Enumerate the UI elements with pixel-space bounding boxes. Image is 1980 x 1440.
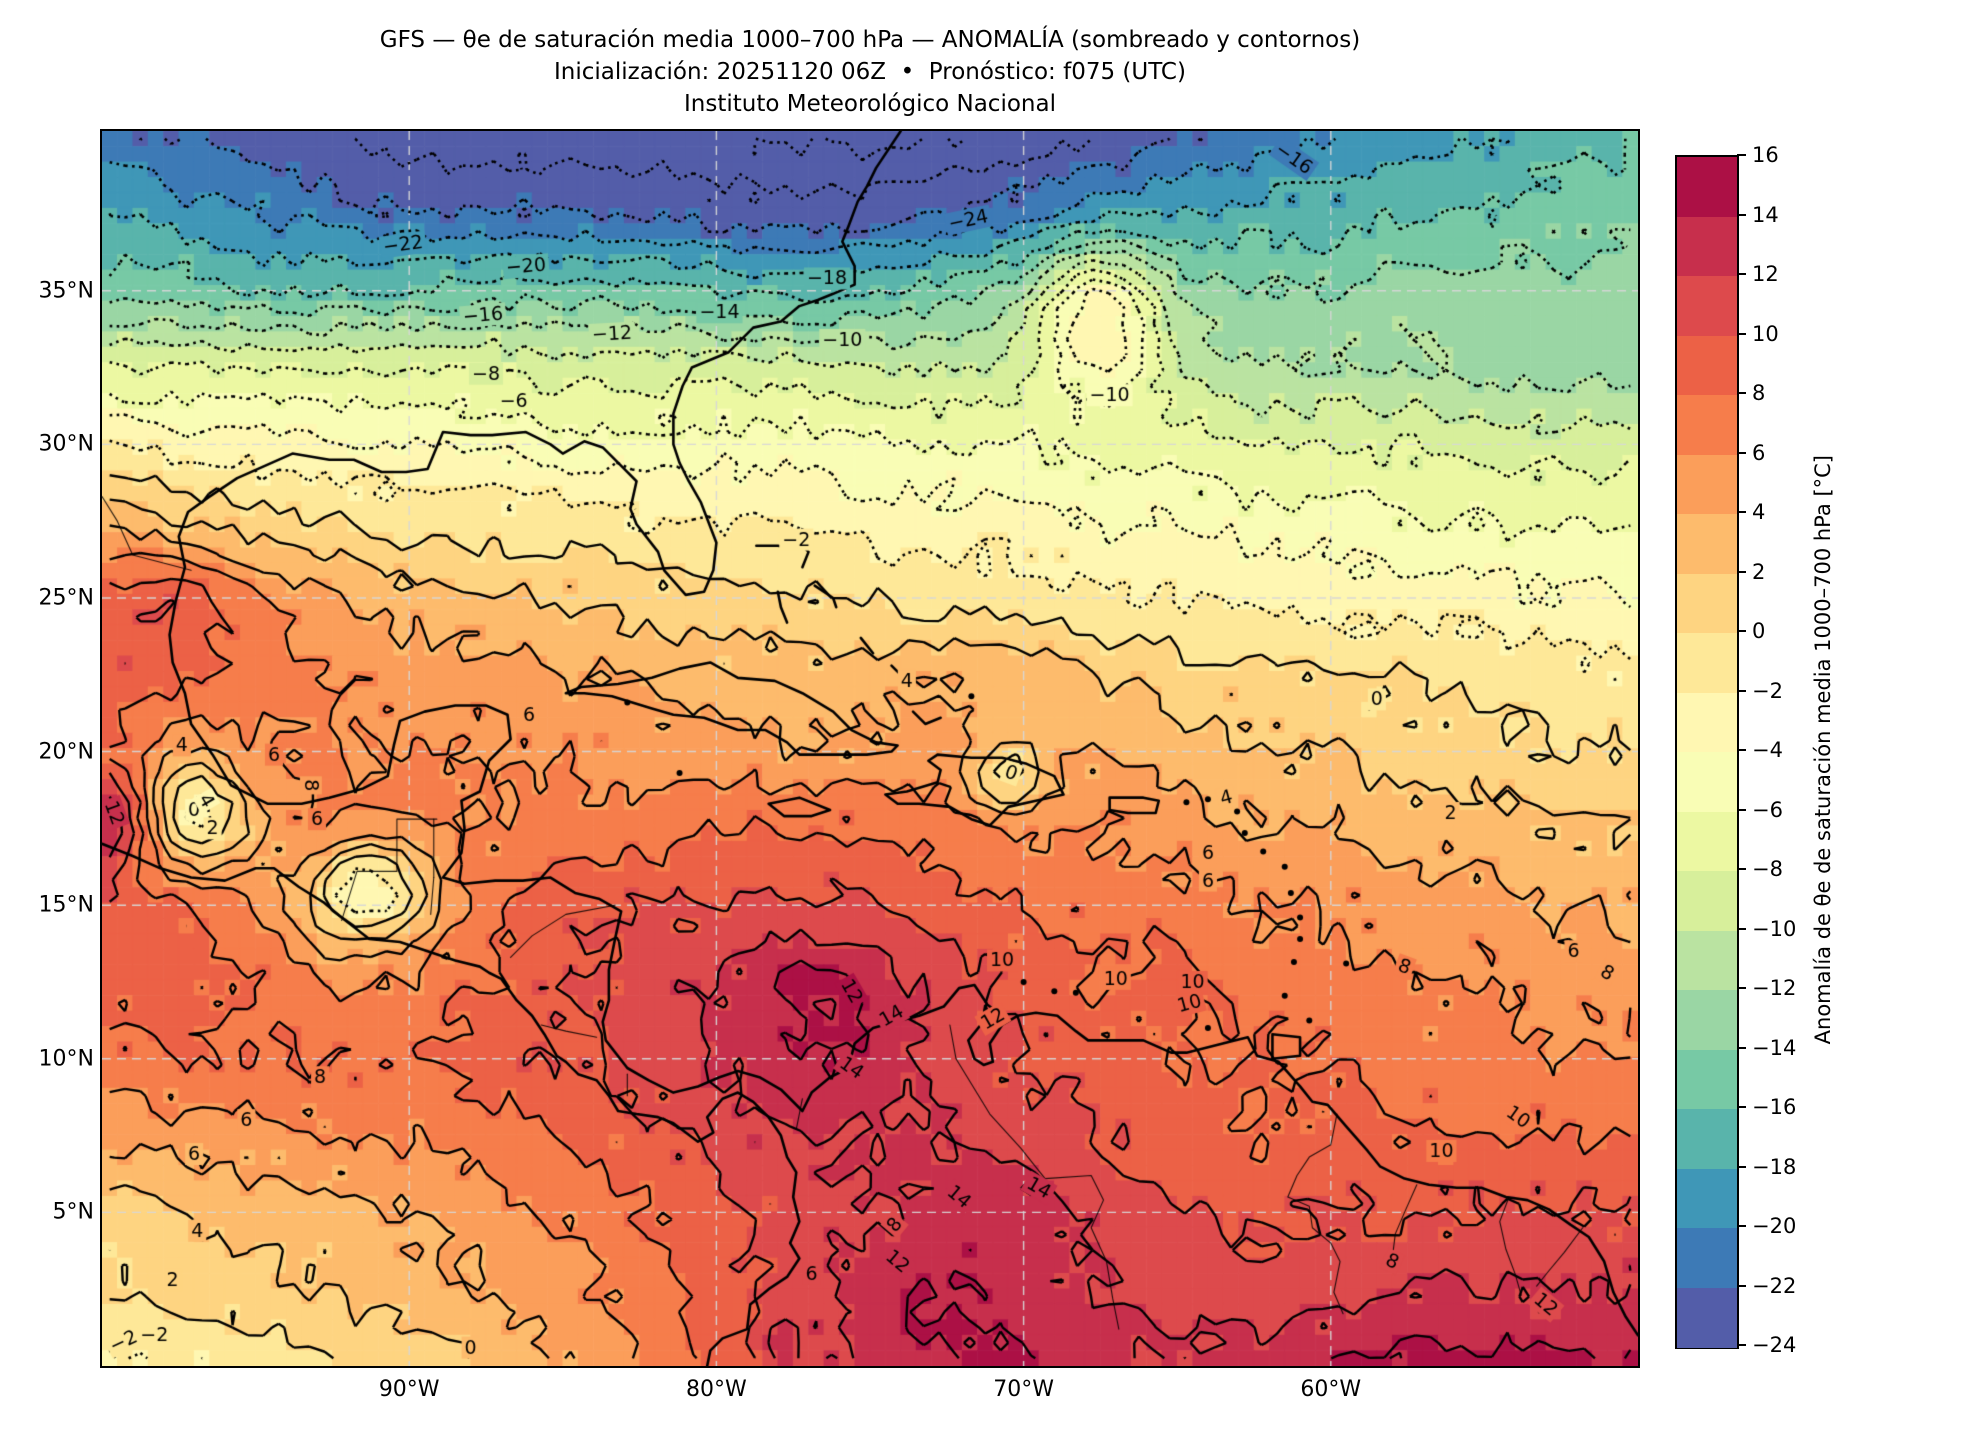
colorbar-tick-label: −12: [1752, 976, 1797, 1000]
colorbar-axis-label: Anomalía de θe de saturación media 1000–…: [1811, 455, 1835, 1045]
colorbar-tick-mark: [1737, 1046, 1746, 1049]
colorbar-tick-label: 0: [1752, 619, 1766, 643]
colorbar-band: [1677, 1287, 1737, 1348]
colorbar-tick-mark: [1737, 868, 1746, 870]
x-tick-label: 80°W: [686, 1377, 747, 1402]
colorbar-tick-label: 10: [1752, 321, 1779, 346]
y-tick-label: 20°N: [38, 739, 94, 765]
colorbar-tick-label: −22: [1752, 1273, 1797, 1298]
colorbar-tick-label: −14: [1752, 1035, 1797, 1060]
colorbar-tick-label: 8: [1752, 381, 1766, 405]
colorbar-tick-mark: [1737, 689, 1746, 692]
colorbar-band: [1677, 395, 1737, 455]
colorbar-band: [1677, 514, 1737, 574]
colorbar-tick-label: −10: [1752, 916, 1797, 941]
x-tick-label: 90°W: [378, 1377, 440, 1402]
anomaly-map-canvas: [100, 129, 1640, 1368]
title-line-2: Inicialización: 20251120 06Z • Pronóstic…: [554, 59, 1186, 85]
colorbar-tick-mark: [1737, 749, 1746, 751]
colorbar-band: [1677, 335, 1737, 396]
colorbar-tick-mark: [1737, 392, 1746, 394]
colorbar-tick-mark: [1737, 1106, 1746, 1108]
colorbar-band: [1677, 990, 1737, 1050]
colorbar-tick-label: 14: [1752, 202, 1779, 227]
colorbar-tick-mark: [1737, 213, 1746, 216]
colorbar-tick-label: −8: [1752, 857, 1783, 881]
colorbar-band: [1677, 573, 1737, 634]
map-plot-area: [100, 129, 1640, 1368]
colorbar-tick-mark: [1737, 1225, 1746, 1227]
colorbar-band: [1677, 276, 1737, 336]
colorbar-tick-mark: [1737, 987, 1746, 989]
colorbar: [1675, 155, 1739, 1349]
colorbar-band: [1677, 1228, 1737, 1288]
colorbar-tick-label: −20: [1752, 1214, 1797, 1238]
y-tick-label: 5°N: [52, 1199, 94, 1225]
x-tick-label: 70°W: [993, 1377, 1054, 1402]
colorbar-tick-mark: [1737, 511, 1746, 513]
colorbar-tick-label: −16: [1752, 1095, 1797, 1119]
colorbar-tick-label: −4: [1752, 738, 1783, 762]
colorbar-band: [1677, 1168, 1737, 1229]
y-tick-label: 10°N: [38, 1046, 94, 1072]
colorbar-tick-label: 16: [1752, 143, 1779, 167]
colorbar-tick-label: −24: [1752, 1333, 1797, 1357]
colorbar-band: [1677, 692, 1737, 753]
colorbar-band: [1677, 1049, 1737, 1110]
colorbar-band: [1677, 871, 1737, 931]
title-line-1: GFS — θe de saturación media 1000–700 hP…: [379, 27, 1361, 53]
colorbar-tick-mark: [1737, 1165, 1746, 1168]
colorbar-band: [1677, 930, 1737, 991]
colorbar-tick-label: −2: [1752, 678, 1783, 703]
colorbar-tick-mark: [1737, 1284, 1746, 1287]
colorbar-tick-mark: [1737, 154, 1746, 156]
colorbar-tick-label: −6: [1752, 797, 1783, 822]
y-tick-label: 30°N: [38, 431, 94, 457]
colorbar-tick-mark: [1737, 1344, 1746, 1346]
colorbar-tick-mark: [1737, 273, 1746, 275]
colorbar-band: [1677, 216, 1737, 277]
y-tick-label: 15°N: [38, 892, 94, 918]
colorbar-tick-label: 2: [1752, 559, 1766, 584]
colorbar-tick-mark: [1737, 630, 1746, 632]
colorbar-tick-mark: [1737, 808, 1746, 811]
y-tick-label: 35°N: [38, 278, 94, 304]
title-line-3: Instituto Meteorológico Nacional: [684, 91, 1056, 117]
x-tick-label: 60°W: [1300, 1377, 1362, 1402]
colorbar-tick-mark: [1737, 451, 1746, 454]
colorbar-band: [1677, 752, 1737, 812]
colorbar-band: [1677, 157, 1737, 217]
colorbar-band: [1677, 454, 1737, 515]
colorbar-tick-label: 12: [1752, 262, 1779, 286]
colorbar-band: [1677, 811, 1737, 872]
colorbar-band: [1677, 633, 1737, 693]
colorbar-tick-label: −18: [1752, 1154, 1797, 1179]
colorbar-tick-label: 6: [1752, 440, 1766, 465]
colorbar-tick-mark: [1737, 927, 1746, 930]
figure-title-block: GFS — θe de saturación media 1000–700 hP…: [102, 24, 1638, 120]
colorbar-band: [1677, 1109, 1737, 1169]
y-tick-label: 25°N: [38, 585, 94, 611]
colorbar-tick-mark: [1737, 570, 1746, 573]
colorbar-tick-mark: [1737, 332, 1746, 335]
colorbar-tick-label: 4: [1752, 500, 1766, 524]
